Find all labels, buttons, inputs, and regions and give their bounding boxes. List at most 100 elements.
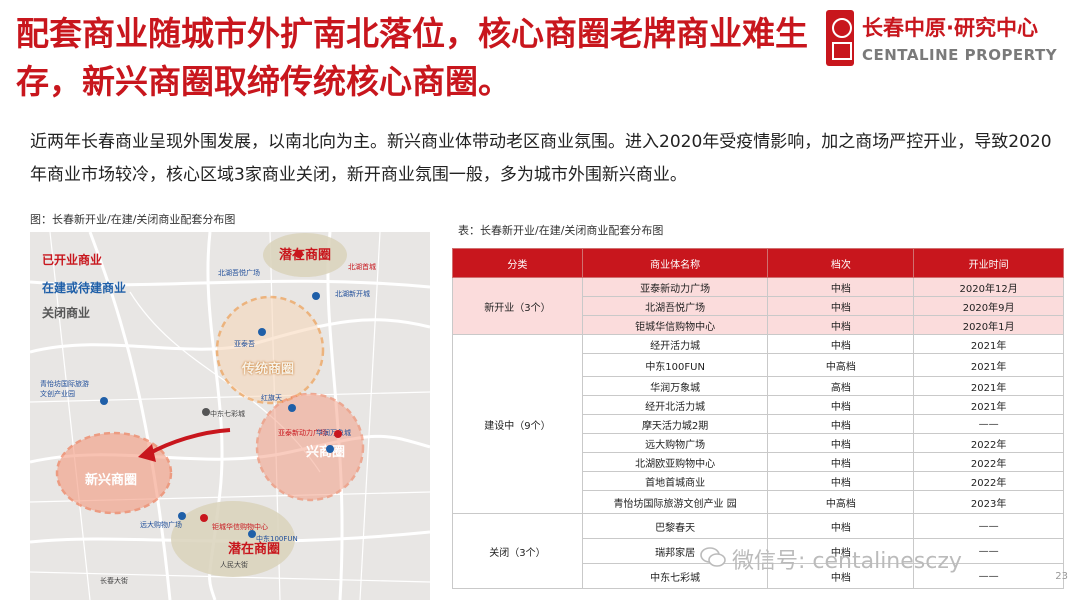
map-tag-t2: 中东七彩城 <box>210 410 245 418</box>
table-header-row: 分类 商业体名称 档次 开业时间 <box>452 248 1064 278</box>
name-cell: 青怡坊国际旅游文创产业 园 <box>581 490 769 514</box>
name-cell: 经开活力城 <box>581 334 769 354</box>
map-tag-t3: 红旗天 <box>261 394 282 402</box>
legend-opened: 已开业商业 <box>42 253 103 267</box>
time-cell: 2020年12月 <box>913 277 1064 297</box>
grade-cell: 中档 <box>767 513 915 539</box>
table-row: 远大购物广场 中档 2022年 <box>453 433 1064 453</box>
time-cell: 2021年 <box>913 353 1064 377</box>
table-row: 首地首城商业 中档 2022年 <box>453 471 1064 491</box>
map-tag-t1: 亚泰吾 <box>234 340 255 348</box>
time-cell: 2021年 <box>913 376 1064 396</box>
grade-cell: 中档 <box>767 315 915 335</box>
name-cell: 北湖吾悦广场 <box>581 296 769 316</box>
grade-cell: 中档 <box>767 296 915 316</box>
table-row: 建设中（9个） 经开活力城 中档 2021年 <box>452 334 1064 514</box>
map-marker-building <box>326 445 334 453</box>
table-row: 中东100FUN 中高档 2021年 <box>453 353 1064 377</box>
table-row: 摩天活力城2期 中档 —— <box>453 414 1064 434</box>
name-cell: 中东100FUN <box>581 353 769 377</box>
map-tag-north-3: 北湖新开城 <box>335 290 370 298</box>
name-cell: 摩天活力城2期 <box>581 414 769 434</box>
table-row: 中东七彩城 中档 —— <box>453 563 1064 589</box>
map-marker-building <box>178 512 186 520</box>
wechat-watermark: 微信号: centalinesczy <box>732 549 962 574</box>
map-marker-building <box>248 530 256 538</box>
table-row: 北湖吾悦广场 中档 2020年9月 <box>453 296 1064 316</box>
header-name: 商业体名称 <box>581 248 769 278</box>
page-number: 23 <box>1055 571 1068 582</box>
map-tag-north-1: 北湖吾悦广场 <box>218 269 260 277</box>
grade-cell: 中档 <box>767 277 915 297</box>
logo-chinese-name: 长春中原·研究中心 <box>862 16 1038 40</box>
table-row: 华润万象城 高档 2021年 <box>453 376 1064 396</box>
table-row: 新开业（3个） 亚泰新动力广场 中档 2020年12月 <box>452 277 1064 335</box>
map-tag-s4: 人民大街 <box>220 561 248 569</box>
grade-cell: 中档 <box>767 414 915 434</box>
company-logo: 长春中原·研究中心 CENTALINE PROPERTY <box>826 8 1076 72</box>
time-cell: 2022年 <box>913 452 1064 472</box>
table-row: 瑞邦家居 中档 —— <box>453 538 1064 564</box>
grade-cell: 高档 <box>767 376 915 396</box>
map-marker-building <box>288 404 296 412</box>
time-cell: 2022年 <box>913 433 1064 453</box>
time-cell: 2021年 <box>913 395 1064 415</box>
map-marker-closed <box>202 408 210 416</box>
time-cell: 2023年 <box>913 490 1064 514</box>
name-cell: 巴黎春天 <box>581 513 769 539</box>
time-cell: —— <box>913 513 1064 539</box>
map-tag-north-2: 北湖首城 <box>348 263 376 271</box>
map-tag-s1: 钜城华信购物中心 <box>212 523 268 531</box>
grade-cell: 中档 <box>767 471 915 491</box>
name-cell: 经开北活力城 <box>581 395 769 415</box>
map-tag-s2: 中东100FUN <box>256 535 298 543</box>
business-table: 分类 商业体名称 档次 开业时间 新开业（3个） 亚泰新动力广场 中档 2020… <box>452 248 1064 589</box>
grade-cell: 中高档 <box>767 490 915 514</box>
time-cell: 2022年 <box>913 471 1064 491</box>
map-marker-opened <box>200 514 208 522</box>
name-cell: 钜城华信购物中心 <box>581 315 769 335</box>
name-cell: 远大购物广场 <box>581 433 769 453</box>
map-marker-building <box>100 397 108 405</box>
wechat-icon <box>700 547 726 567</box>
map-marker-opened <box>295 250 303 258</box>
map-marker-building <box>258 328 266 336</box>
table-row: 关闭（3个） 巴黎春天 中档 —— <box>452 513 1064 589</box>
grade-cell: 中档 <box>767 433 915 453</box>
map-marker-building <box>312 292 320 300</box>
distribution-map: 已开业商业 在建或待建商业 关闭商业 潜在商圈 传统商圈 新兴商圈 兴商圈 潜在… <box>30 232 430 600</box>
category-cell: 建设中（9个） <box>452 334 583 514</box>
map-tag-r1: 亚泰新动力广场 <box>278 429 327 437</box>
logo-icon <box>826 10 854 66</box>
name-cell: 亚泰新动力广场 <box>581 277 769 297</box>
time-cell: 2020年9月 <box>913 296 1064 316</box>
zone-potential-north: 潜在商圈 <box>279 248 332 263</box>
map-tag-w1: 青怡坊国际旅游文创产业园 <box>40 380 89 398</box>
page-title: 配套商业随城市外扩南北落位，核心商圈老牌商业难生存，新兴商圈取缔传统核心商圈。 <box>16 14 808 101</box>
map-tag-r2: 华润万象城 <box>316 428 351 438</box>
zone-traditional: 传统商圈 <box>242 362 295 377</box>
map-tag-s5: 长春大街 <box>100 577 128 585</box>
time-cell: 2021年 <box>913 334 1064 354</box>
name-cell: 北湖欧亚购物中心 <box>581 452 769 472</box>
category-cell: 新开业（3个） <box>452 277 583 335</box>
table-row: 经开北活力城 中档 2021年 <box>453 395 1064 415</box>
table-caption: 表：长春新开业/在建/关闭商业配套分布图 <box>458 224 664 237</box>
table-row: 北湖欧亚购物中心 中档 2022年 <box>453 452 1064 472</box>
header-open-time: 开业时间 <box>913 248 1064 278</box>
legend-closed: 关闭商业 <box>42 306 91 320</box>
zone-potential-south: 潜在商圈 <box>228 542 281 557</box>
time-cell: —— <box>913 414 1064 434</box>
category-cell: 关闭（3个） <box>452 513 583 589</box>
time-cell: —— <box>913 563 1064 589</box>
zone-rising: 兴商圈 <box>306 445 346 460</box>
map-roads <box>30 232 430 600</box>
grade-cell: 中档 <box>767 563 915 589</box>
map-tag-s3: 远大购物广场 <box>140 521 182 529</box>
grade-cell: 中档 <box>767 395 915 415</box>
grade-cell: 中高档 <box>767 353 915 377</box>
header-grade: 档次 <box>767 248 915 278</box>
name-cell: 华润万象城 <box>581 376 769 396</box>
name-cell: 中东七彩城 <box>581 563 769 589</box>
time-cell: —— <box>913 538 1064 564</box>
